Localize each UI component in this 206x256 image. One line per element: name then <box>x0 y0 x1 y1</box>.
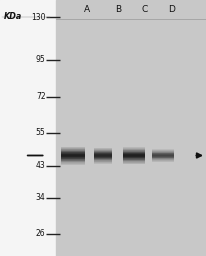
Bar <box>61 162 84 163</box>
Bar <box>151 151 173 152</box>
Bar <box>151 153 173 154</box>
Bar <box>61 155 84 156</box>
Bar <box>61 151 84 152</box>
Text: C: C <box>141 5 147 14</box>
Text: 55: 55 <box>36 129 45 137</box>
Bar <box>61 154 84 155</box>
Text: 43: 43 <box>36 162 45 170</box>
Text: D: D <box>167 5 174 14</box>
Bar <box>61 164 84 165</box>
Bar <box>61 160 84 161</box>
Bar <box>61 163 84 164</box>
Bar <box>151 157 173 158</box>
Bar <box>94 152 111 153</box>
Bar <box>61 159 84 160</box>
Bar <box>123 155 144 156</box>
Bar <box>123 150 144 151</box>
Bar <box>151 150 173 151</box>
Bar <box>123 158 144 159</box>
Bar <box>123 152 144 153</box>
Bar <box>123 161 144 162</box>
Bar <box>123 160 144 161</box>
Bar <box>151 155 173 156</box>
Bar <box>94 151 111 152</box>
Text: 72: 72 <box>36 92 45 101</box>
Bar <box>123 151 144 152</box>
Bar <box>94 150 111 151</box>
Bar <box>94 156 111 157</box>
Bar <box>94 153 111 154</box>
Text: A: A <box>83 5 90 14</box>
Bar <box>61 161 84 162</box>
Text: KDa: KDa <box>4 12 22 21</box>
Bar <box>61 147 84 148</box>
Text: 95: 95 <box>36 55 45 64</box>
Text: 130: 130 <box>31 13 45 22</box>
Bar <box>61 157 84 158</box>
Bar <box>94 157 111 158</box>
Bar <box>123 156 144 157</box>
Bar <box>94 155 111 156</box>
Bar <box>0 0 56 256</box>
Bar <box>123 149 144 150</box>
Bar <box>94 163 111 164</box>
Text: 34: 34 <box>36 193 45 202</box>
Bar <box>151 154 173 155</box>
Text: 26: 26 <box>36 229 45 238</box>
Bar <box>123 148 144 149</box>
Bar <box>151 156 173 157</box>
Bar <box>123 147 144 148</box>
Bar <box>94 148 111 149</box>
Bar <box>123 154 144 155</box>
Bar <box>151 158 173 159</box>
Bar <box>151 161 173 162</box>
Text: B: B <box>114 5 121 14</box>
Bar <box>94 149 111 150</box>
Bar <box>94 159 111 160</box>
Bar <box>94 161 111 162</box>
Bar <box>61 158 84 159</box>
Bar <box>151 159 173 160</box>
Bar <box>94 154 111 155</box>
Bar <box>94 162 111 163</box>
Bar <box>61 153 84 154</box>
Bar <box>61 146 84 147</box>
Bar <box>123 159 144 160</box>
Bar <box>123 163 144 164</box>
Bar <box>94 160 111 161</box>
Bar <box>94 158 111 159</box>
Bar <box>151 149 173 150</box>
Bar <box>61 148 84 149</box>
Bar <box>61 149 84 150</box>
Bar <box>61 152 84 153</box>
Bar <box>123 157 144 158</box>
Bar <box>61 150 84 151</box>
Bar <box>123 162 144 163</box>
Bar <box>56 0 206 256</box>
Bar <box>123 153 144 154</box>
Bar <box>151 160 173 161</box>
Bar <box>151 152 173 153</box>
Bar <box>61 156 84 157</box>
